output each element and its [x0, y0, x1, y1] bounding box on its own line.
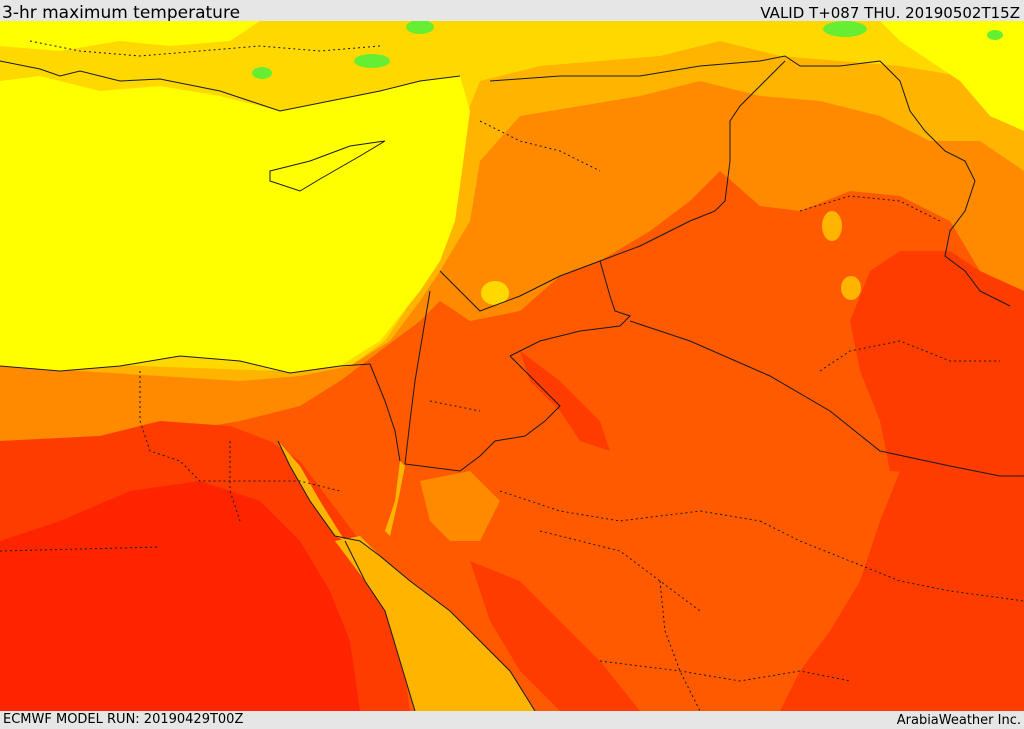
temp-zone-arabia-red-orange: [520, 351, 610, 451]
temp-zone-north-yellow: [0, 21, 260, 51]
temp-zone-orange: [822, 211, 842, 241]
map-title: 3-hr maximum temperature: [2, 3, 241, 23]
temp-zone-mediterranean-yellow: [0, 76, 470, 373]
temp-zone-green: [823, 21, 867, 37]
footer-bar: ECMWF MODEL RUN: 20190429T00Z ArabiaWeat…: [0, 711, 1024, 729]
header-bar: 3-hr maximum temperature VALID T+087 THU…: [0, 0, 1024, 23]
temp-zone-gulf-aqaba: [385, 461, 405, 536]
temp-zone-iraq-red-orange: [850, 251, 1024, 481]
temp-zone-green: [406, 21, 434, 34]
temp-zone-green: [252, 67, 272, 79]
credit-text: ArabiaWeather Inc.: [896, 713, 1021, 728]
temp-zone-arabia-orange: [420, 471, 500, 541]
temp-zone-green: [354, 54, 390, 68]
country-borders: [0, 55, 1024, 711]
admin-borders: [0, 40, 1024, 711]
temp-zone-green: [987, 30, 1003, 40]
valid-time: VALID T+087 THU. 20190502T15Z: [760, 4, 1020, 22]
model-run: ECMWF MODEL RUN: 20190429T00Z: [3, 712, 244, 727]
temp-zone-east-red-orange: [780, 471, 1024, 711]
temp-zone-red-sea-amber: [335, 536, 535, 711]
temp-zone-egypt-red: [0, 481, 360, 711]
temp-zone-orange: [841, 276, 861, 300]
temperature-map[interactable]: [0, 21, 1024, 711]
temp-zone-orange: [481, 281, 509, 305]
temp-zone-hejaz-red-orange: [470, 561, 640, 711]
temp-zone-gulf-suez: [278, 441, 345, 541]
temp-zone-northeast-yellow: [880, 21, 1024, 131]
